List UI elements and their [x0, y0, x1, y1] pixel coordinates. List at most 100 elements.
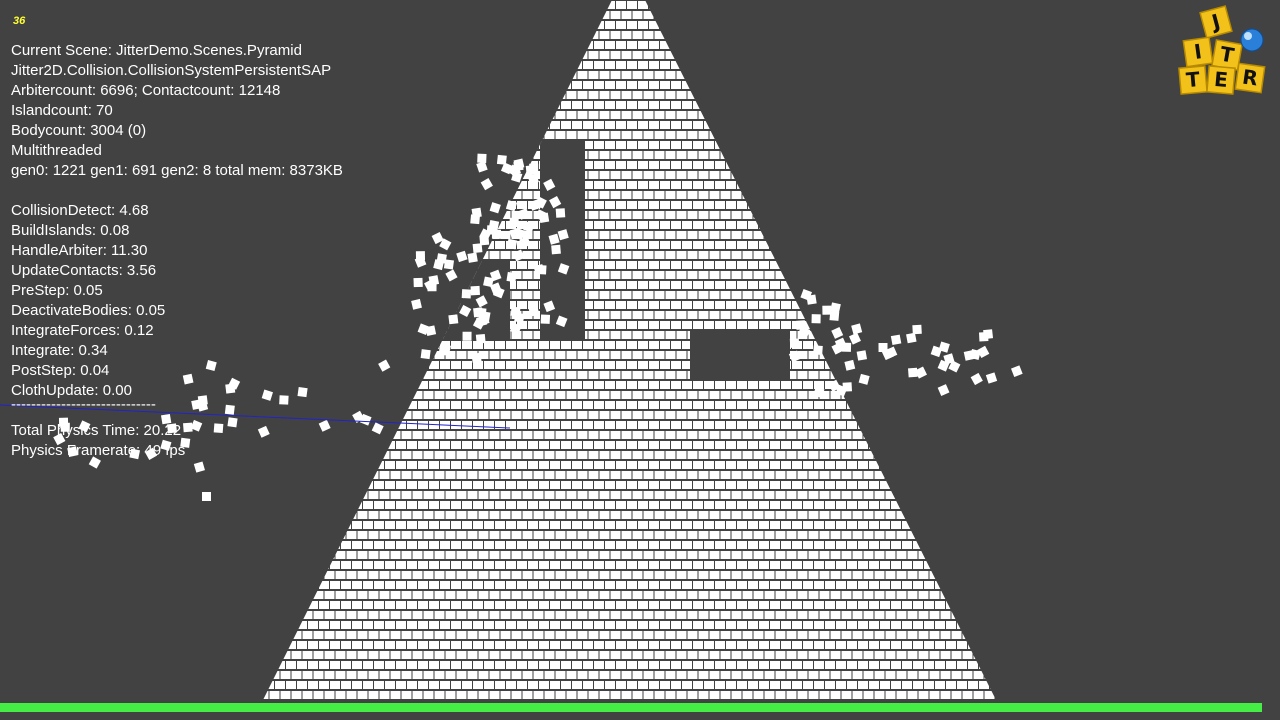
- debris-box: [851, 323, 863, 335]
- debris-box: [459, 304, 472, 318]
- debris-box: [800, 289, 812, 301]
- debris-box: [160, 413, 172, 425]
- debris-box: [937, 384, 950, 397]
- debris-box: [227, 417, 238, 428]
- debris-box: [548, 233, 560, 245]
- logo-face: [1206, 65, 1236, 95]
- debris-box: [509, 322, 522, 335]
- debris-box: [180, 437, 191, 448]
- info-line: gen0: 1221 gen1: 691 gen2: 8 total mem: …: [11, 162, 343, 179]
- debris-box: [53, 433, 66, 446]
- debris-box: [411, 298, 422, 310]
- debris-box: [261, 389, 273, 401]
- debris-box: [443, 259, 455, 270]
- timing-line: IntegrateForces: 0.12: [11, 322, 154, 339]
- debris-box: [352, 410, 365, 423]
- debris-box: [789, 338, 800, 348]
- debris-box: [849, 332, 861, 345]
- debris-box: [906, 332, 917, 344]
- logo-face: [1199, 5, 1233, 39]
- debris-box: [948, 360, 961, 373]
- debris-box: [488, 220, 500, 231]
- logo-face: [1178, 65, 1208, 95]
- debris-box: [983, 329, 994, 340]
- info-line: Bodycount: 3004 (0): [11, 122, 146, 139]
- debris-box: [856, 350, 868, 361]
- debris-box: [506, 238, 518, 250]
- debris-box: [438, 345, 449, 356]
- logo-cube: J: [1199, 5, 1233, 39]
- debris-box: [297, 387, 308, 398]
- debris-box: [557, 229, 569, 241]
- debris-box: [417, 323, 430, 336]
- debris-box: [523, 221, 535, 233]
- info-line: Islandcount: 70: [11, 102, 113, 119]
- debris-box: [540, 314, 551, 324]
- debris-box: [512, 249, 525, 262]
- debris-box: [517, 208, 530, 220]
- debris-box: [88, 456, 101, 469]
- debris-box: [912, 324, 922, 335]
- logo-cube: R: [1234, 62, 1266, 94]
- debris-box: [492, 286, 505, 299]
- debris-box: [182, 373, 194, 385]
- debris-box: [1010, 365, 1023, 378]
- logo-letter: R: [1241, 65, 1260, 91]
- logo: JI TT E R: [1178, 5, 1266, 95]
- debris-box: [509, 217, 519, 228]
- timing-line: BuildIslands: 0.08: [11, 222, 129, 239]
- debris-box: [477, 153, 487, 163]
- logo-letter: E: [1213, 67, 1229, 92]
- debris-box: [890, 334, 902, 346]
- debris-box: [985, 372, 998, 384]
- logo-ball: [1240, 28, 1264, 52]
- debris-box: [205, 360, 217, 372]
- logo-face: [1182, 36, 1214, 68]
- debris-box: [193, 461, 205, 473]
- debris-box: [534, 196, 547, 209]
- debris-box: [549, 196, 562, 209]
- debris-box: [433, 259, 445, 271]
- debris-box: [183, 422, 193, 433]
- debris-box: [795, 320, 806, 330]
- timing-line: ClothUpdate: 0.00: [11, 382, 132, 399]
- debris-box: [475, 333, 486, 344]
- debris-box: [456, 250, 468, 263]
- debris-box: [420, 349, 431, 360]
- timing-line: UpdateContacts: 3.56: [11, 262, 156, 279]
- stats-panel: Current Scene: JitterDemo.Scenes.Pyramid…: [11, 42, 343, 459]
- logo-letter: I: [1193, 39, 1204, 64]
- debris-box: [543, 178, 556, 191]
- debris-box: [414, 256, 427, 268]
- debris-box: [534, 209, 548, 222]
- logo-letter: T: [1185, 67, 1201, 92]
- timing-line: HandleArbiter: 11.30: [11, 242, 147, 259]
- debris-box: [514, 312, 525, 323]
- debris-box: [878, 342, 888, 352]
- debris-box: [527, 173, 539, 185]
- debris-box: [470, 285, 480, 296]
- debris-box: [834, 337, 847, 350]
- debris-box: [479, 235, 490, 246]
- debris-box: [543, 300, 556, 313]
- debris-box: [525, 165, 536, 175]
- total-line: Physics Framerate: 49 fps: [11, 442, 185, 459]
- debris-box: [431, 232, 444, 245]
- debris-box: [471, 352, 482, 363]
- debris-box: [943, 353, 955, 365]
- debris-box: [489, 202, 501, 214]
- debris-box: [914, 366, 927, 379]
- separator: -----------------------------: [11, 396, 156, 413]
- debris-box: [445, 269, 458, 282]
- debris-box: [191, 399, 202, 410]
- debris-box: [60, 422, 70, 432]
- debris-box: [811, 314, 821, 324]
- logo-cube: T: [1211, 39, 1243, 71]
- debris-box: [190, 419, 203, 432]
- debris-box: [371, 422, 384, 435]
- debris-box: [831, 326, 844, 339]
- debris-box: [555, 315, 568, 328]
- debris-box: [908, 367, 918, 378]
- logo-cube: I: [1182, 36, 1214, 68]
- timing-line: DeactivateBodies: 0.05: [11, 302, 165, 319]
